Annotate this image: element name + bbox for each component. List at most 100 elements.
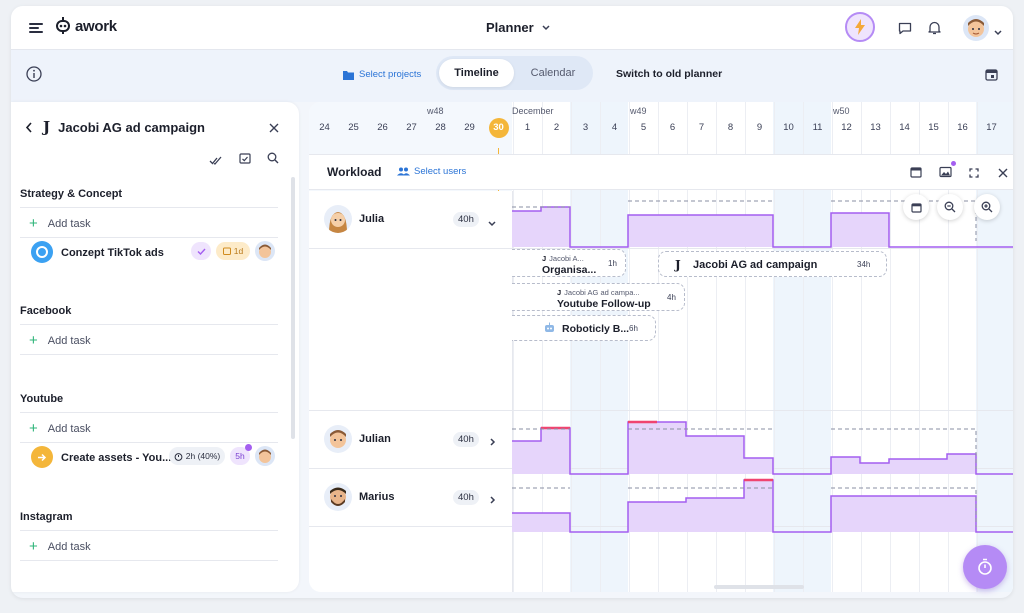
tab-timeline[interactable]: Timeline: [439, 59, 514, 87]
horizontal-scrollbar[interactable]: [714, 585, 804, 589]
project-logo-icon: J: [675, 258, 681, 272]
chevron-down-icon[interactable]: [488, 216, 496, 230]
plus-icon: +: [29, 332, 38, 349]
day-label: 16: [957, 122, 968, 133]
zoom-in-button[interactable]: [974, 194, 1000, 220]
task-project: Jacobi A...: [549, 254, 584, 263]
time-tracked-badge[interactable]: 2h (40%): [169, 447, 225, 465]
avatar[interactable]: [324, 483, 352, 511]
task-name: Youtube Follow-up: [557, 298, 651, 310]
add-task-button[interactable]: + Add task: [29, 420, 91, 437]
workload-bar-julia: [512, 200, 1013, 248]
add-task-button[interactable]: + Add task: [29, 538, 91, 555]
day-label: 24: [319, 122, 330, 133]
section-title-youtube: Youtube: [20, 393, 64, 405]
task-name: Organisa...: [542, 264, 597, 276]
chat-icon[interactable]: [896, 19, 914, 37]
task-hours: 34h: [857, 260, 871, 269]
day-label: 12: [841, 122, 852, 133]
back-chevron-icon[interactable]: [25, 122, 33, 136]
day-label: 13: [870, 122, 881, 133]
calendar-small-icon: [222, 247, 231, 255]
grid-line: [948, 102, 949, 592]
calendar-check-icon[interactable]: [239, 152, 251, 167]
task-name[interactable]: Create assets - You...: [61, 452, 172, 464]
switch-old-planner-link[interactable]: Switch to old planner: [616, 68, 723, 80]
chevron-right-icon[interactable]: [490, 435, 496, 449]
avatar[interactable]: [324, 425, 352, 453]
calendar-jump-button[interactable]: [903, 194, 929, 220]
search-icon[interactable]: [267, 152, 279, 167]
brand-name: awork: [75, 17, 117, 35]
panel-scrollbar[interactable]: [291, 177, 295, 439]
divider: [20, 530, 278, 531]
task-pill[interactable]: Roboticly B... 6h: [512, 315, 656, 341]
timer-button[interactable]: [963, 545, 1007, 589]
day-label: 15: [928, 122, 939, 133]
zoom-out-button[interactable]: [937, 194, 963, 220]
zoom-out-icon: [944, 201, 956, 213]
divider: [512, 191, 513, 592]
grid-line: [803, 102, 804, 592]
section-title-instagram: Instagram: [20, 511, 73, 523]
brand-logo[interactable]: awork: [55, 17, 117, 35]
plus-icon: +: [29, 420, 38, 437]
capacity-badge: 40h: [453, 490, 479, 505]
grid-line: [658, 102, 659, 592]
calendar-today-icon[interactable]: [910, 166, 922, 181]
add-task-button[interactable]: + Add task: [29, 332, 91, 349]
day-label: 6: [669, 122, 676, 133]
user-list: [309, 191, 512, 592]
close-icon[interactable]: [269, 122, 279, 136]
select-users-button[interactable]: Select users: [397, 166, 466, 177]
calendar-icon[interactable]: [983, 66, 999, 82]
check-badge-icon[interactable]: [191, 242, 211, 260]
double-check-icon[interactable]: [209, 154, 222, 168]
bell-icon[interactable]: [925, 19, 943, 37]
notification-dot: [951, 161, 956, 166]
hamburger-icon[interactable]: [27, 19, 45, 37]
duration-badge[interactable]: 1d: [216, 242, 250, 260]
info-icon[interactable]: [25, 65, 43, 83]
task-pill[interactable]: J Jacobi AG ad campaign 34h: [658, 251, 887, 277]
day-label: 10: [783, 122, 794, 133]
planner-title-dropdown[interactable]: Planner: [486, 20, 550, 35]
task-status-icon[interactable]: [31, 241, 53, 263]
day-label: 5: [640, 122, 647, 133]
user-menu-chevron-icon[interactable]: [994, 25, 1002, 39]
add-task-button[interactable]: + Add task: [29, 215, 91, 232]
section-title-strategy: Strategy & Concept: [20, 188, 123, 200]
chevron-right-icon[interactable]: [490, 493, 496, 507]
avatar[interactable]: [324, 205, 352, 233]
user-avatar[interactable]: [963, 15, 989, 41]
day-label: 25: [348, 122, 359, 133]
lightning-button[interactable]: [845, 12, 875, 42]
expand-icon[interactable]: [969, 167, 979, 181]
grid-line: [890, 102, 891, 592]
avatar[interactable]: [255, 446, 275, 466]
task-pill[interactable]: J Jacobi AG ad campa... Youtube Follow-up…: [512, 283, 685, 311]
users-icon: [397, 167, 410, 176]
hours-badge[interactable]: 5h: [230, 447, 250, 465]
week-label: w49: [630, 106, 647, 116]
day-label: 27: [406, 122, 417, 133]
grid-line: [716, 102, 717, 592]
divider: [20, 412, 278, 413]
day-label: 4: [611, 122, 618, 133]
grid-line: [542, 102, 543, 592]
day-label: 1: [524, 122, 531, 133]
image-icon[interactable]: [939, 166, 952, 181]
project-logo-icon: J: [43, 118, 51, 136]
lightning-icon: [855, 19, 865, 35]
calendar-icon: [910, 202, 922, 213]
tab-calendar[interactable]: Calendar: [530, 67, 576, 79]
task-status-icon[interactable]: [31, 446, 53, 468]
select-projects-button[interactable]: Select projects: [343, 69, 421, 80]
close-icon[interactable]: [998, 167, 1008, 181]
grid-line: [832, 102, 833, 592]
avatar[interactable]: [255, 241, 275, 261]
task-pill[interactable]: J Jacobi A... Organisa... 1h: [512, 249, 626, 277]
grid-line: [600, 102, 601, 592]
divider: [20, 442, 278, 443]
task-name[interactable]: Conzept TikTok ads: [61, 247, 164, 259]
